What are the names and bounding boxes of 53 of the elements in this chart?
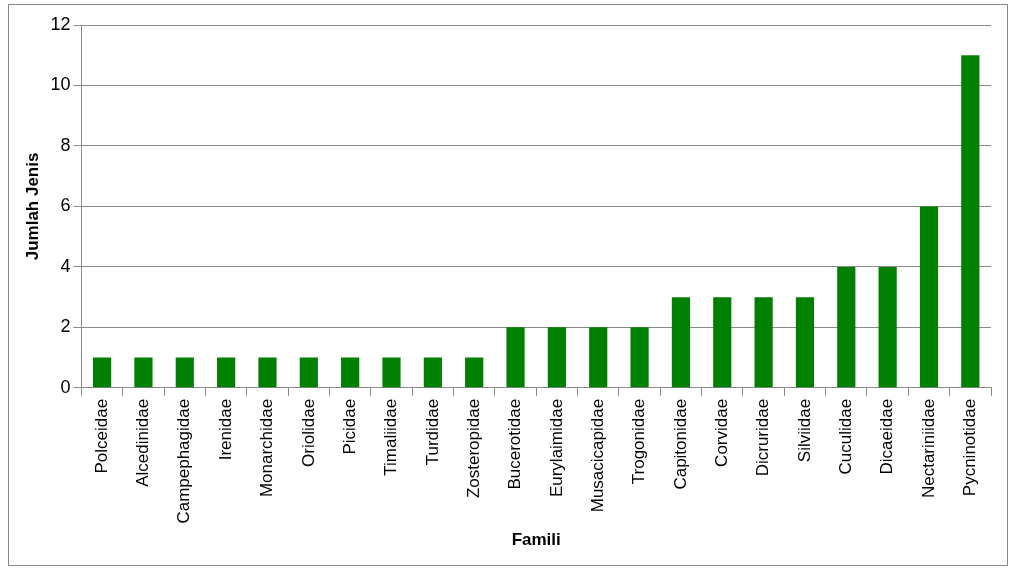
x-tick-label: Pycninotidae — [960, 398, 980, 497]
x-tick-label: Silviidae — [794, 398, 814, 463]
bar — [630, 327, 649, 388]
y-tick-label: 4 — [60, 255, 71, 276]
x-tick-label: Dicruridae — [753, 398, 773, 477]
bar — [547, 327, 566, 388]
bar — [506, 327, 525, 388]
bar — [93, 357, 112, 388]
bar — [258, 357, 277, 388]
bar — [341, 357, 360, 388]
x-tick-label: Polceidae — [91, 398, 111, 474]
y-axis-title: Jumlah Jenis — [22, 152, 42, 261]
x-tick-label: Picidae — [339, 398, 359, 455]
bar — [837, 266, 856, 388]
bar — [465, 357, 484, 388]
x-tick-label: Cuculidae — [835, 398, 855, 475]
bar — [175, 357, 194, 388]
x-tick-label: Zosteropidae — [463, 398, 483, 499]
bar — [919, 206, 939, 388]
y-tick-label: 2 — [60, 316, 71, 337]
x-tick-label: Dicaeidae — [877, 398, 897, 475]
x-tick-label: Capitonidae — [670, 398, 690, 490]
bar — [795, 297, 815, 388]
x-tick-label: Campephagidae — [174, 398, 194, 524]
x-tick-label: Oriolidae — [298, 398, 318, 467]
y-tick-label: 6 — [60, 195, 71, 216]
bar — [589, 327, 608, 388]
bar — [299, 357, 318, 388]
bar — [754, 297, 773, 388]
bar — [217, 357, 236, 388]
y-tick-label: 12 — [50, 13, 71, 34]
bar — [878, 266, 897, 388]
x-tick-label: Monarchidae — [257, 398, 277, 498]
x-tick-label: Nectariniidae — [918, 398, 938, 499]
bar — [134, 357, 153, 388]
x-tick-label: Turdidae — [422, 398, 442, 466]
x-tick-label: Alcedinidae — [133, 398, 153, 487]
y-tick-label: 0 — [60, 376, 71, 397]
bar — [961, 55, 980, 388]
bar — [423, 357, 442, 388]
x-tick-label: Eurylaimidae — [546, 398, 566, 498]
x-tick-label: Irenidae — [215, 398, 235, 461]
x-tick-label: Musacicapidae — [587, 398, 607, 513]
bar — [382, 357, 401, 388]
x-axis-title: Famili — [511, 530, 561, 550]
x-tick-label: Trogonidae — [629, 398, 649, 485]
y-tick-label: 8 — [60, 134, 71, 155]
bar — [671, 297, 691, 388]
x-tick-label: Corvidae — [711, 398, 731, 467]
y-tick-label: 10 — [50, 74, 71, 95]
bar — [713, 297, 732, 388]
x-tick-label: Bucerotidae — [505, 398, 525, 490]
x-tick-label: Timaliidae — [381, 398, 401, 476]
